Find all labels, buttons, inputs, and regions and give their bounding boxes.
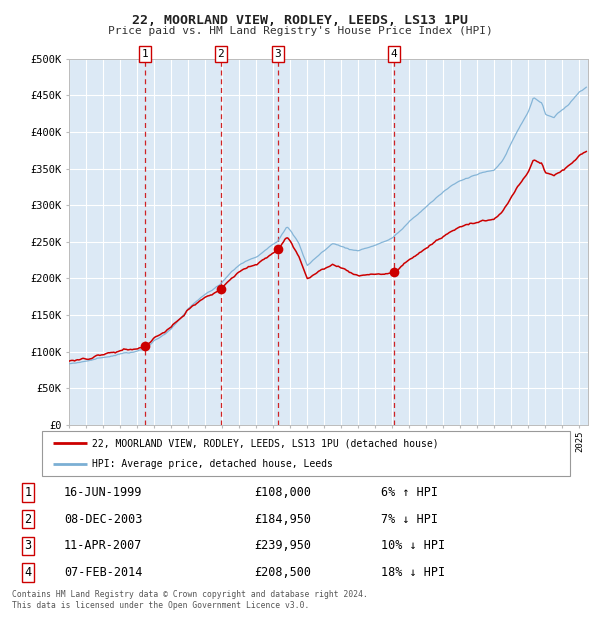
Text: 22, MOORLAND VIEW, RODLEY, LEEDS, LS13 1PU: 22, MOORLAND VIEW, RODLEY, LEEDS, LS13 1… [132, 14, 468, 27]
Text: 08-DEC-2003: 08-DEC-2003 [64, 513, 142, 526]
Text: 10% ↓ HPI: 10% ↓ HPI [380, 539, 445, 552]
Text: 1: 1 [142, 49, 148, 59]
Text: Contains HM Land Registry data © Crown copyright and database right 2024.
This d: Contains HM Land Registry data © Crown c… [12, 590, 368, 609]
Text: 3: 3 [274, 49, 281, 59]
Text: HPI: Average price, detached house, Leeds: HPI: Average price, detached house, Leed… [92, 459, 333, 469]
Text: 2: 2 [218, 49, 224, 59]
Text: 4: 4 [25, 566, 32, 579]
Text: 2: 2 [25, 513, 32, 526]
Text: 7% ↓ HPI: 7% ↓ HPI [380, 513, 437, 526]
Text: 11-APR-2007: 11-APR-2007 [64, 539, 142, 552]
Text: 4: 4 [391, 49, 397, 59]
Text: 1: 1 [25, 486, 32, 499]
Text: 07-FEB-2014: 07-FEB-2014 [64, 566, 142, 579]
Text: 22, MOORLAND VIEW, RODLEY, LEEDS, LS13 1PU (detached house): 22, MOORLAND VIEW, RODLEY, LEEDS, LS13 1… [92, 438, 439, 448]
Text: £108,000: £108,000 [254, 486, 311, 499]
FancyBboxPatch shape [42, 431, 570, 476]
Text: 3: 3 [25, 539, 32, 552]
Text: 18% ↓ HPI: 18% ↓ HPI [380, 566, 445, 579]
Text: 6% ↑ HPI: 6% ↑ HPI [380, 486, 437, 499]
Text: £208,500: £208,500 [254, 566, 311, 579]
Text: £239,950: £239,950 [254, 539, 311, 552]
Text: 16-JUN-1999: 16-JUN-1999 [64, 486, 142, 499]
Text: Price paid vs. HM Land Registry's House Price Index (HPI): Price paid vs. HM Land Registry's House … [107, 26, 493, 36]
Text: £184,950: £184,950 [254, 513, 311, 526]
